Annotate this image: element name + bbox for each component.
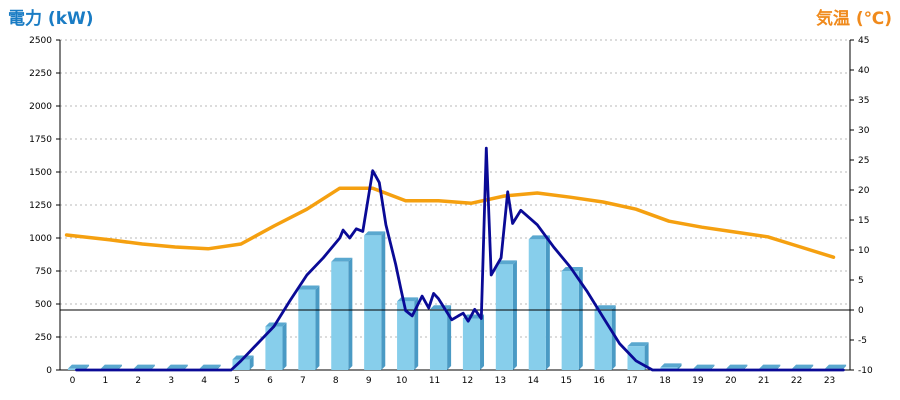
bar-top <box>199 364 221 369</box>
right-tick-label: 15 <box>858 216 869 226</box>
bar-side <box>381 231 386 370</box>
left-tick-label: 1250 <box>29 201 52 211</box>
left-tick-label: 750 <box>35 267 52 277</box>
bar <box>561 271 579 370</box>
bar-top <box>792 364 814 369</box>
right-tick-label: -5 <box>858 336 867 346</box>
bar-top <box>298 285 320 290</box>
bar-top <box>100 364 122 369</box>
left-tick-label: 0 <box>46 366 52 376</box>
bar-side <box>480 314 485 370</box>
right-tick-label: 0 <box>858 306 864 316</box>
left-tick-label: 1500 <box>29 168 52 178</box>
bar-side <box>677 363 682 370</box>
bar <box>627 346 645 370</box>
x-tick-label: 16 <box>593 376 605 386</box>
right-tick-label: -10 <box>858 366 873 376</box>
bar-side <box>348 257 353 370</box>
x-tick-label: 2 <box>135 376 141 386</box>
right-tick-label: 30 <box>858 126 870 136</box>
bar-side <box>414 297 419 370</box>
x-tick-label: 13 <box>495 376 506 386</box>
x-tick-label: 1 <box>103 376 109 386</box>
bar-side <box>644 342 649 370</box>
left-tick-label: 2000 <box>29 102 52 112</box>
x-tick-label: 17 <box>626 376 637 386</box>
bar <box>495 264 513 370</box>
bar-side <box>249 355 254 370</box>
bar-top <box>627 342 649 347</box>
right-tick-label: 45 <box>858 36 869 46</box>
bar <box>265 326 283 370</box>
bar-top <box>331 257 353 262</box>
x-tick-label: 5 <box>234 376 240 386</box>
right-tick-label: 25 <box>858 156 869 166</box>
bar <box>462 318 481 370</box>
x-tick-label: 4 <box>201 376 207 386</box>
bar-side <box>578 267 583 370</box>
x-tick-label: 23 <box>824 376 835 386</box>
bar <box>364 235 382 370</box>
left-tick-label: 2500 <box>29 36 52 46</box>
bar-top <box>495 260 517 265</box>
x-tick-label: 20 <box>725 376 737 386</box>
bar-top <box>759 364 781 369</box>
x-tick-label: 19 <box>692 376 704 386</box>
x-tick-label: 21 <box>758 376 769 386</box>
right-tick-label: 20 <box>858 186 870 196</box>
bar-side <box>315 285 320 370</box>
left-tick-label: 2250 <box>29 69 52 79</box>
bar-top <box>824 364 847 369</box>
left-tick-label: 1000 <box>29 234 52 244</box>
power-line <box>75 146 845 372</box>
bar-side <box>545 235 550 370</box>
right-tick-label: 10 <box>858 246 870 256</box>
left-tick-label: 250 <box>35 333 52 343</box>
bar <box>298 289 316 370</box>
temperature-line <box>64 186 836 259</box>
bar-side <box>282 322 287 370</box>
x-tick-label: 11 <box>429 376 440 386</box>
bar-top <box>166 364 188 369</box>
right-tick-label: 35 <box>858 96 869 106</box>
bar-top <box>594 305 616 310</box>
bar <box>397 301 415 370</box>
bar <box>528 239 546 370</box>
bar-top <box>133 364 155 369</box>
x-tick-label: 15 <box>560 376 571 386</box>
bar <box>331 261 349 370</box>
bar-side <box>512 260 517 370</box>
x-tick-label: 12 <box>462 376 473 386</box>
x-tick-label: 7 <box>300 376 306 386</box>
x-tick-label: 10 <box>396 376 408 386</box>
bar-top <box>364 231 386 236</box>
x-tick-label: 6 <box>267 376 273 386</box>
left-tick-label: 1750 <box>29 135 52 145</box>
right-tick-label: 40 <box>858 66 870 76</box>
bar-top <box>660 363 682 368</box>
x-tick-label: 8 <box>333 376 339 386</box>
left-tick-label: 500 <box>35 300 52 310</box>
right-tick-label: 5 <box>858 276 864 286</box>
x-tick-label: 9 <box>366 376 372 386</box>
bar-top <box>67 364 90 369</box>
right-axis-label: 気温 (℃) <box>815 9 892 29</box>
x-tick-label: 18 <box>659 376 671 386</box>
bar <box>429 309 448 370</box>
bar-top <box>726 364 748 369</box>
bar <box>232 359 250 370</box>
left-axis-label: 電力 (kW) <box>8 9 94 29</box>
bar-side <box>611 305 616 370</box>
x-tick-label: 0 <box>70 376 76 386</box>
bar-top <box>693 364 715 369</box>
x-tick-label: 14 <box>528 376 540 386</box>
x-tick-label: 22 <box>791 376 802 386</box>
bar-side <box>447 305 452 370</box>
x-tick-label: 3 <box>168 376 174 386</box>
